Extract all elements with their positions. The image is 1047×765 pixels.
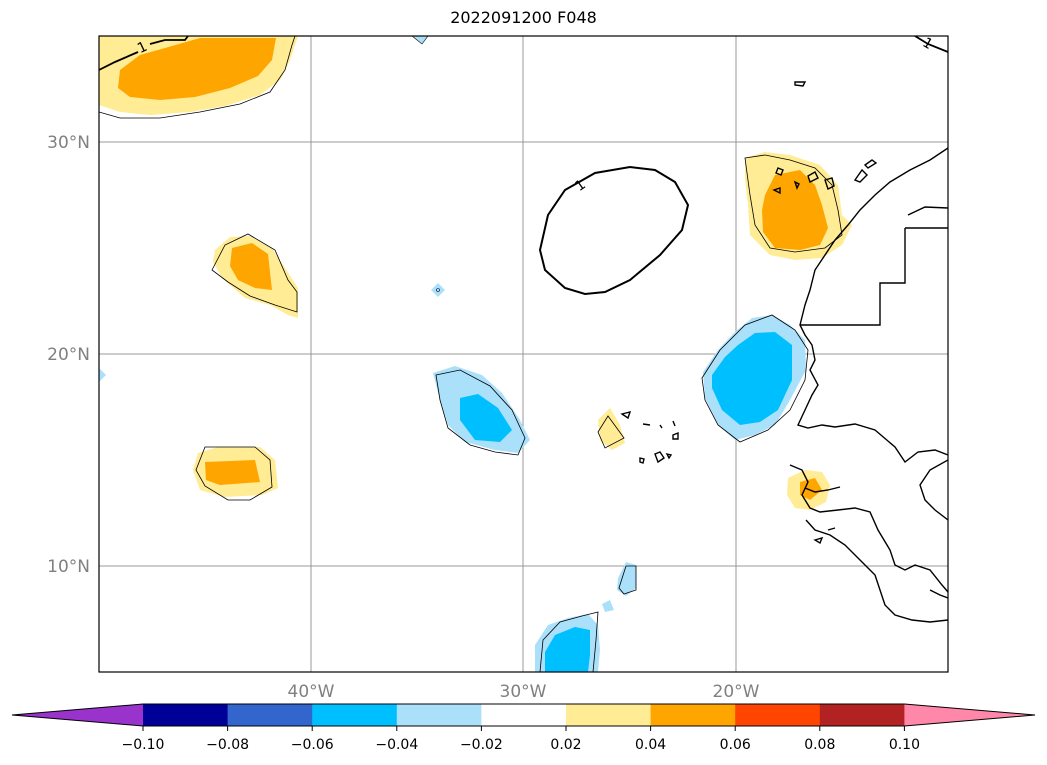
- colorbar-tick-label: 0.02: [550, 737, 581, 753]
- colorbar-extend-min: [12, 704, 143, 726]
- lon-label-20w: 20°W: [713, 682, 760, 702]
- page-title: 2022091200 F048: [450, 8, 597, 27]
- colorbar-segment: [650, 704, 736, 726]
- colorbar-tick-label: 0.04: [635, 737, 666, 753]
- anomaly-negative-dot: [431, 283, 445, 297]
- colorbar-tick-label: −0.06: [291, 737, 334, 753]
- lat-label-20n: 20°N: [47, 345, 90, 365]
- map-border: [98, 35, 949, 673]
- anomaly-positive-nw: [99, 36, 298, 119]
- colorbar-segment: [396, 704, 482, 726]
- colorbar-tick-label: −0.04: [375, 737, 418, 753]
- lon-label-40w: 40°W: [288, 682, 335, 702]
- colorbar-extend-max: [904, 704, 1035, 726]
- anomaly-negative-mid: [433, 366, 530, 456]
- colorbar-tick-label: −0.10: [122, 737, 165, 753]
- anomaly-negative-south: [535, 562, 637, 672]
- anomaly-negative-east: [701, 314, 809, 443]
- colorbar-segment: [312, 704, 398, 726]
- colorbar-tick-label: 0.08: [804, 737, 835, 753]
- colorbar-segment: [227, 704, 313, 726]
- anomaly-negative-top: [411, 36, 429, 45]
- colorbar: −0.10 −0.08 −0.06 −0.04 −0.02 0.02 0.04 0.06 0.0…: [11, 703, 1036, 753]
- colorbar-tick-label: 0.10: [889, 737, 920, 753]
- anomaly-positive-canary: [744, 152, 852, 260]
- contour-ne-corner: [914, 36, 948, 53]
- coastlines: [620, 81, 948, 623]
- colorbar-segment: [566, 704, 652, 726]
- colorbar-segment: [481, 704, 567, 726]
- lat-label-30n: 30°N: [47, 133, 90, 153]
- anomaly-positive-capeverde: [597, 408, 625, 450]
- anomaly-positive-w2: [193, 446, 278, 501]
- anomaly-positive-w1: [211, 233, 298, 318]
- colorbar-segment: [143, 704, 229, 726]
- lat-label-10n: 10°N: [47, 557, 90, 577]
- lon-label-30w: 30°W: [500, 682, 547, 702]
- colorbar-segment: [735, 704, 821, 726]
- colorbar-tick-label: −0.02: [460, 737, 503, 753]
- colorbar-tick-label: −0.08: [206, 737, 249, 753]
- contour-ring: [538, 165, 690, 296]
- colorbar-tick-label: 0.06: [720, 737, 751, 753]
- colorbar-segment: [819, 704, 905, 726]
- anomaly-negative-edge: [99, 368, 106, 382]
